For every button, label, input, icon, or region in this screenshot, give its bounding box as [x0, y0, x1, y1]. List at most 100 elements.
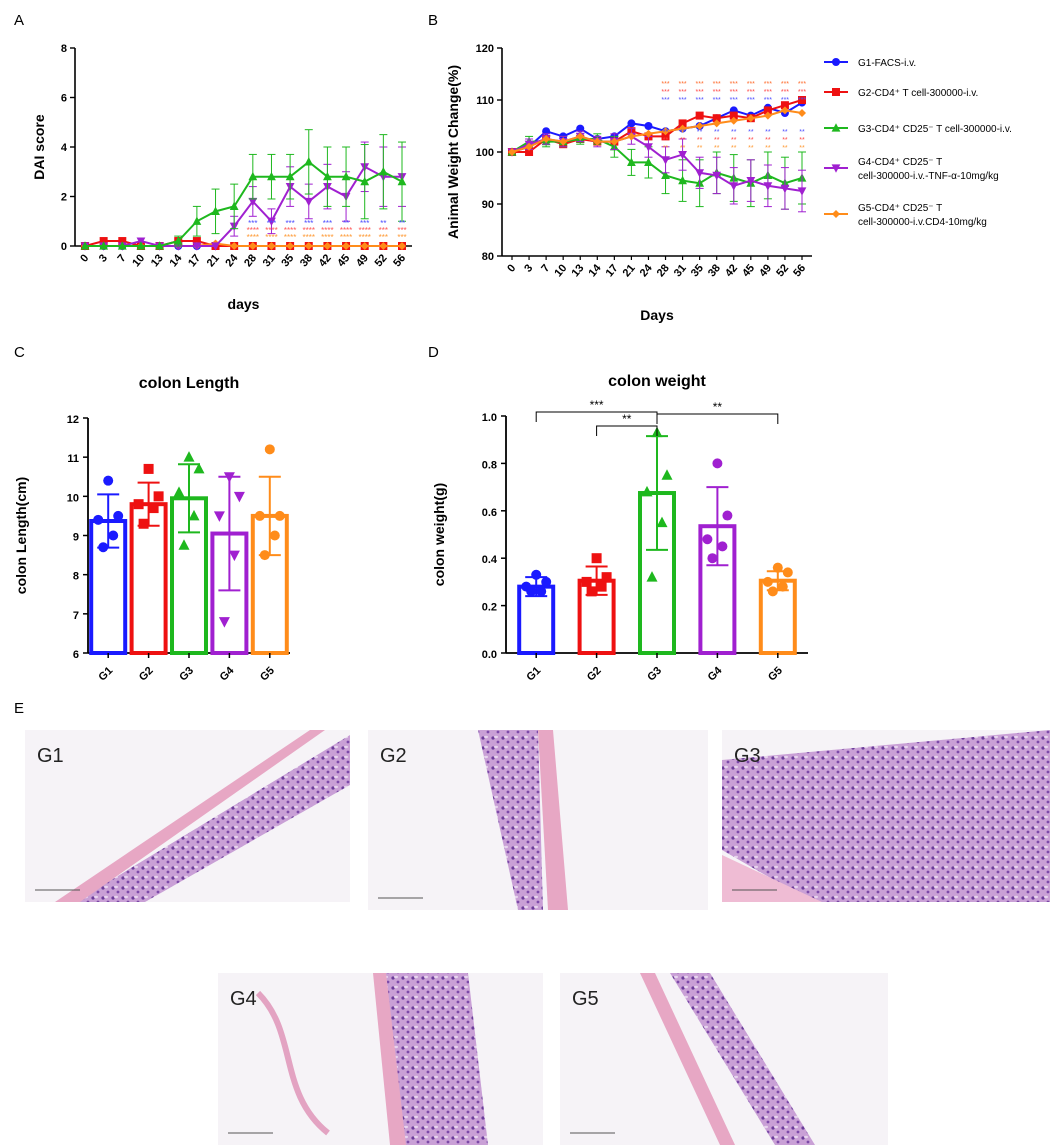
point-G3 — [678, 175, 687, 185]
x-tick-label: G3 — [177, 665, 196, 684]
significance-stars: *** — [781, 81, 789, 88]
significance-stars: *** — [764, 97, 772, 104]
significance-stars: **** — [265, 233, 277, 242]
x-tick-label: 28 — [242, 252, 259, 269]
significance-stars: ** — [680, 137, 686, 144]
point-G3 — [248, 171, 258, 181]
point-G5 — [360, 242, 369, 250]
dot-G5 — [269, 530, 280, 541]
point-G3 — [136, 241, 146, 250]
point-G3 — [341, 171, 351, 181]
x-tick-label: 13 — [149, 252, 166, 269]
y-tick-label: 8 — [73, 571, 79, 583]
x-tick-label: 10 — [130, 252, 147, 269]
significance-stars: *** — [764, 89, 772, 96]
muscle-layer — [538, 730, 568, 910]
significance-stars: *** — [397, 226, 406, 235]
dot-G5 — [254, 510, 265, 521]
significance-stars: **** — [247, 233, 259, 242]
point-G2 — [525, 148, 534, 156]
point-G2 — [712, 114, 721, 123]
x-tick-label: 14 — [167, 252, 185, 270]
dot-G4 — [218, 617, 230, 628]
x-tick-label: G2 — [137, 665, 156, 684]
vessel — [255, 990, 330, 1136]
y-axis-title: colon weight(g) — [431, 483, 447, 586]
significance-bracket — [656, 413, 779, 424]
significance-stars: **** — [284, 233, 296, 242]
histology-panel: G1 G2 G3 G4 G5 — [25, 730, 1050, 1145]
point-G3 — [627, 157, 636, 166]
point-G4 — [729, 182, 739, 191]
legend-label-G5: G5-CD4⁺ CD25⁻ T — [858, 203, 942, 214]
point-G3 — [192, 216, 202, 225]
point-G4 — [678, 151, 687, 160]
dot-G3 — [193, 462, 205, 474]
significance-stars: *** — [696, 81, 704, 88]
point-G5 — [267, 242, 276, 250]
dot-G1 — [531, 569, 542, 580]
dot-G4 — [228, 550, 240, 562]
x-tick-label: 7 — [539, 262, 552, 274]
x-tick-label: 21 — [205, 252, 222, 269]
x-tick-label: G4 — [218, 664, 237, 683]
dot-G2 — [596, 581, 607, 592]
y-tick-label: 120 — [476, 43, 494, 55]
dot-G4 — [717, 541, 728, 552]
y-tick-label: 110 — [476, 95, 494, 107]
point-G3 — [267, 171, 276, 181]
point-G4 — [192, 242, 202, 251]
dot-G2 — [133, 499, 144, 510]
chart-title: colon Length — [139, 375, 239, 392]
x-tick-label: 7 — [115, 252, 128, 264]
dot-G3 — [188, 509, 200, 521]
significance-stars: ** — [748, 137, 754, 144]
significance-stars: ** — [782, 137, 788, 144]
y-tick-label: 1.0 — [482, 412, 497, 424]
y-tick-label: 0.4 — [482, 554, 498, 566]
dot-G3 — [641, 485, 653, 497]
dot-G5 — [259, 550, 270, 561]
point-G5 — [398, 242, 406, 250]
dot-G1 — [98, 542, 109, 553]
point-G4 — [780, 184, 790, 194]
dot-G2 — [153, 491, 164, 502]
x-axis-title: days — [228, 296, 260, 312]
y-tick-label: 11 — [67, 453, 79, 465]
point-G3 — [117, 241, 127, 250]
histology-label-G1: G1 — [37, 745, 64, 767]
significance-stars: *** — [248, 219, 257, 228]
x-tick-label: 28 — [655, 262, 672, 279]
dot-G1 — [93, 514, 104, 525]
x-tick-label: 17 — [186, 252, 203, 269]
dot-G2 — [143, 463, 154, 474]
significance-stars: ** — [765, 129, 771, 136]
dot-G5 — [264, 444, 275, 455]
significance-stars: ** — [714, 145, 720, 152]
x-tick-label: 38 — [706, 262, 723, 279]
point-G5 — [508, 148, 516, 156]
dot-G4 — [722, 510, 733, 521]
point-G4 — [267, 217, 276, 227]
significance-stars: *** — [323, 219, 332, 228]
significance-bracket — [596, 425, 658, 436]
point-G5 — [627, 132, 636, 141]
significance-stars: **** — [340, 226, 352, 235]
significance-stars: *** — [379, 233, 388, 242]
point-G3 — [397, 176, 407, 186]
point-G5 — [678, 124, 687, 133]
point-G2 — [695, 111, 704, 120]
x-tick-label: G3 — [645, 665, 664, 684]
significance-stars: ** — [799, 137, 805, 144]
significance-bracket — [535, 411, 658, 422]
histology-label-G5: G5 — [572, 988, 599, 1010]
y-tick-label: 8 — [61, 43, 67, 55]
significance-stars: **** — [303, 226, 315, 235]
point-G1 — [576, 124, 585, 133]
point-G5 — [323, 242, 332, 250]
point-G5 — [525, 142, 534, 151]
significance-stars: **** — [340, 233, 352, 242]
point-G4 — [661, 156, 670, 165]
point-G3 — [360, 176, 370, 186]
